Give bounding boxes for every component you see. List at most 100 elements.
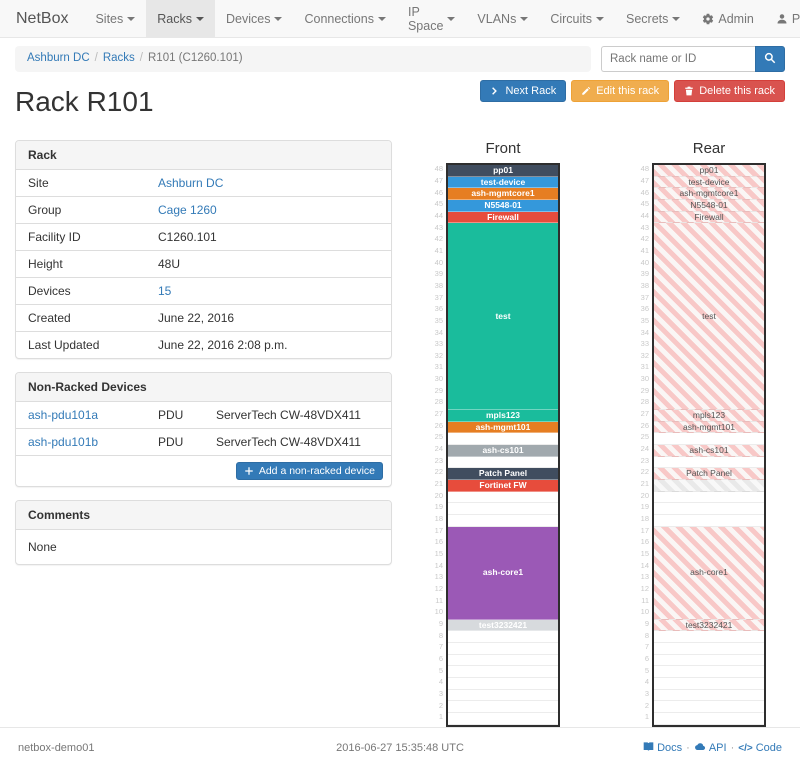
breadcrumb-item[interactable]: Ashburn DC: [27, 52, 90, 64]
nav-item-connections[interactable]: Connections: [293, 0, 397, 37]
footer-link-code[interactable]: </> Code: [738, 741, 782, 754]
nav-item-vlans[interactable]: VLANs: [466, 0, 539, 37]
attr-label: Site: [28, 176, 49, 190]
front-slot-ash-core1[interactable]: ash-core1: [448, 526, 558, 620]
rear-slot-firewall[interactable]: Firewall: [654, 211, 764, 224]
front-unit-number: 33: [434, 339, 443, 349]
non-racked-title: Non-Racked Devices: [16, 373, 391, 402]
front-slot-test[interactable]: test: [448, 223, 558, 410]
front-unit-number: 18: [434, 514, 443, 524]
front-slot-ash-cs101[interactable]: ash-cs101: [448, 444, 558, 457]
rear-slot-ash-mgmt101[interactable]: ash-mgmt101: [654, 421, 764, 434]
nav-item-circuits[interactable]: Circuits: [539, 0, 615, 37]
rear-unit-number: 3: [644, 688, 649, 698]
front-slot-test3232421[interactable]: test3232421: [448, 619, 558, 632]
footer-link-docs[interactable]: Docs: [643, 741, 682, 755]
nav-item-ip-space[interactable]: IP Space: [397, 0, 466, 37]
rear-unit-number: 30: [640, 374, 649, 384]
rear-slot-test3232421[interactable]: test3232421: [654, 619, 764, 632]
next-rack-button[interactable]: Next Rack: [480, 80, 567, 102]
rear-unit-number: 28: [640, 397, 649, 407]
rear-slot-ash-core1[interactable]: ash-core1: [654, 526, 764, 620]
rack-panel: Rack Site Ashburn DC Group Cage 1260 Facilit…: [15, 140, 392, 359]
nav-item-racks[interactable]: Racks: [146, 0, 215, 37]
device-link[interactable]: ash-pdu101a: [28, 408, 99, 422]
nav-item-sites[interactable]: Sites: [84, 0, 146, 37]
netbox-brand[interactable]: NetBox: [16, 10, 69, 27]
rack-details-column: Rack Site Ashburn DC Group Cage 1260 Facilit…: [15, 140, 392, 727]
edit-this-rack-button[interactable]: Edit this rack: [571, 80, 670, 102]
attr-value-link[interactable]: 15: [158, 284, 172, 298]
delete-this-rack-button[interactable]: Delete this rack: [674, 80, 785, 102]
front-unit-number: 4: [438, 677, 443, 687]
nav-item-profile[interactable]: Profile: [765, 0, 800, 37]
search-input[interactable]: [601, 46, 755, 72]
breadcrumb-item[interactable]: Racks: [102, 52, 135, 64]
nav-item-admin[interactable]: Admin: [691, 0, 764, 37]
front-unit-number: 7: [438, 642, 443, 652]
front-slot-patch-panel[interactable]: Patch Panel: [448, 468, 558, 480]
rear-unit-number: 46: [640, 187, 649, 197]
rear-unit-number: 34: [640, 327, 649, 337]
front-unit-number: 39: [434, 269, 443, 279]
rear-slot-ash-cs101[interactable]: ash-cs101: [654, 444, 764, 457]
front-slot-fortinet-fw[interactable]: Fortinet FW: [448, 479, 558, 492]
front-slot-mpls123[interactable]: mpls123: [448, 409, 558, 422]
book-icon: [643, 741, 654, 755]
front-slot-firewall[interactable]: Firewall: [448, 211, 558, 224]
front-unit-number: 40: [434, 257, 443, 267]
search-button[interactable]: [755, 46, 785, 72]
rear-unit-number: 39: [640, 269, 649, 279]
rear-unit-number: 40: [640, 257, 649, 267]
front-slot-test-device[interactable]: test-device: [448, 176, 558, 189]
user-menu: AdminProfileLog out: [691, 0, 800, 37]
device-role: PDU: [158, 408, 184, 422]
front-unit-number: 37: [434, 292, 443, 302]
breadcrumb-item: R101 (C1260.101): [148, 52, 243, 64]
attr-value: June 22, 2016 2:08 p.m.: [146, 331, 391, 358]
front-unit-number: 25: [434, 432, 443, 442]
device-link[interactable]: ash-pdu101b: [28, 435, 99, 449]
rear-slot-n5548-01[interactable]: N5548-01: [654, 199, 764, 212]
front-unit-number: 47: [434, 175, 443, 185]
front-elevation: Front 48 47 46 45 44 43 42 41 40 39 38 37 36 35 34 33 32…: [430, 140, 560, 727]
main-content: Rack Site Ashburn DC Group Cage 1260 Facilit…: [15, 140, 785, 727]
front-unit-number: 14: [434, 560, 443, 570]
attr-value: C1260.101: [146, 223, 391, 251]
rear-slot-empty-u5: [654, 666, 764, 679]
footer: netbox-demo01 2016-06-27 15:35:48 UTC Do…: [0, 726, 800, 768]
footer-link-api[interactable]: API: [694, 741, 727, 755]
rear-unit-number: 18: [640, 514, 649, 524]
rear-slot-ash-mgmtcore1[interactable]: ash-mgmtcore1: [654, 188, 764, 200]
rear-slot-test-device[interactable]: test-device: [654, 176, 764, 189]
device-type: ServerTech CW-48VDX411: [216, 408, 361, 422]
front-slot-empty-u4: [448, 678, 558, 690]
front-slot-ash-mgmt101[interactable]: ash-mgmt101: [448, 421, 558, 434]
nav-item-devices[interactable]: Devices: [215, 0, 293, 37]
attr-value-link[interactable]: Cage 1260: [158, 203, 217, 217]
trash-icon: [684, 86, 694, 96]
front-slot-ash-mgmtcore1[interactable]: ash-mgmtcore1: [448, 188, 558, 200]
rear-slot-mpls123[interactable]: mpls123: [654, 409, 764, 422]
comments-body: None: [28, 540, 57, 554]
front-unit-number: 27: [434, 409, 443, 419]
rear-slot-test[interactable]: test: [654, 223, 764, 410]
rear-unit-number: 25: [640, 432, 649, 442]
attr-value-link[interactable]: Ashburn DC: [158, 176, 224, 190]
rack-attr-row: Created June 22, 2016: [16, 304, 391, 332]
rear-unit-number: 43: [640, 222, 649, 232]
rear-slot-patch-panel[interactable]: Patch Panel: [654, 468, 764, 480]
rear-slot-fortinet-fw[interactable]: [654, 479, 764, 492]
rear-slot-pp01[interactable]: pp01: [654, 165, 764, 177]
rear-unit-number: 9: [644, 618, 649, 628]
rack-attr-row: Height 48U: [16, 250, 391, 278]
front-unit-number: 44: [434, 210, 443, 220]
rear-unit-number: 6: [644, 653, 649, 663]
chevron-down-icon: [447, 16, 456, 21]
front-slot-pp01[interactable]: pp01: [448, 165, 558, 177]
front-unit-number: 19: [434, 502, 443, 512]
front-slot-n5548-01[interactable]: N5548-01: [448, 199, 558, 212]
footer-timestamp: 2016-06-27 15:35:48 UTC: [336, 741, 464, 754]
nav-item-secrets[interactable]: Secrets: [615, 0, 691, 37]
add-non-racked-device-button[interactable]: Add a non-racked device: [235, 462, 383, 480]
